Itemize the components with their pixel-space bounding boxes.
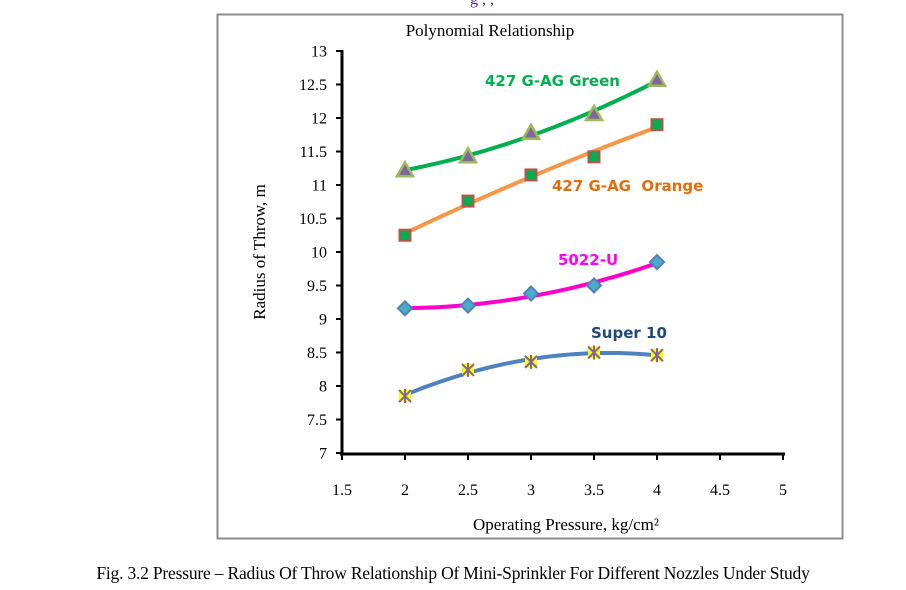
data-point <box>396 299 414 317</box>
series-label: 427 G-AG Orange <box>552 177 703 195</box>
cropped-header-text: g , , <box>470 0 494 9</box>
series-label: 427 G-AG Green <box>485 72 620 90</box>
x-axis-ticks: 1.5 2 2.5 3 3.5 4 4.5 5 <box>332 454 787 499</box>
series-427-g-ag-green <box>394 69 668 178</box>
chart-frame <box>216 13 844 540</box>
series-5022-u <box>396 253 666 317</box>
data-point <box>587 345 601 360</box>
data-point <box>648 253 666 271</box>
series-427-g-ag-orange <box>398 118 664 242</box>
data-point <box>398 228 412 242</box>
y-tick-label: 12.5 <box>299 77 327 94</box>
y-tick-label: 7 <box>319 446 327 463</box>
series-label: Super 10 <box>591 324 667 342</box>
y-tick-label: 12 <box>311 111 327 128</box>
data-point <box>461 362 475 377</box>
series-super-10 <box>398 345 664 404</box>
data-point <box>524 168 538 182</box>
series-labels: 427 G-AG Green 427 G-AG Orange 5022-U Super… <box>485 72 703 342</box>
y-tick-label: 11 <box>312 178 327 195</box>
data-point <box>522 285 540 302</box>
data-point <box>520 122 542 140</box>
data-point <box>394 159 416 178</box>
x-tick-label: 2.5 <box>458 482 478 499</box>
series-layer <box>394 69 668 404</box>
data-point <box>459 297 477 315</box>
y-tick-label: 9 <box>319 312 327 329</box>
data-point <box>650 348 664 363</box>
x-tick-label: 4 <box>653 482 661 499</box>
y-tick-label: 9.5 <box>307 278 327 295</box>
data-point <box>524 354 538 369</box>
data-point <box>587 150 601 164</box>
y-tick-label: 8 <box>319 379 327 396</box>
y-tick-label: 7.5 <box>307 412 327 429</box>
x-tick-label: 5 <box>779 482 787 499</box>
series-label: 5022-U <box>558 251 618 269</box>
data-point <box>457 145 479 164</box>
data-point <box>585 277 603 294</box>
chart-title: Polynomial Relationship <box>406 21 575 40</box>
chart: Polynomial Relationship 7 7.5 8 8.5 9 9.5 10 10… <box>216 13 844 540</box>
x-tick-label: 3.5 <box>584 482 604 499</box>
x-tick-label: 3 <box>527 482 535 499</box>
data-point <box>650 118 664 132</box>
y-tick-label: 8.5 <box>307 345 327 362</box>
x-tick-label: 2 <box>401 482 409 499</box>
x-axis-title: Operating Pressure, kg/cm² <box>473 515 659 534</box>
data-point <box>646 69 668 88</box>
y-axis-title: Radius of Throw, m <box>250 184 269 320</box>
y-tick-label: 11.5 <box>300 144 327 161</box>
data-point <box>398 389 412 404</box>
y-tick-label: 10 <box>311 245 327 262</box>
data-point <box>583 103 605 122</box>
x-tick-label: 1.5 <box>332 482 352 499</box>
y-tick-label: 13 <box>311 44 327 61</box>
x-tick-label: 4.5 <box>710 482 730 499</box>
figure-caption: Fig. 3.2 Pressure – Radius Of Throw Rela… <box>96 563 810 583</box>
data-point <box>461 194 475 208</box>
y-tick-label: 10.5 <box>299 211 327 228</box>
